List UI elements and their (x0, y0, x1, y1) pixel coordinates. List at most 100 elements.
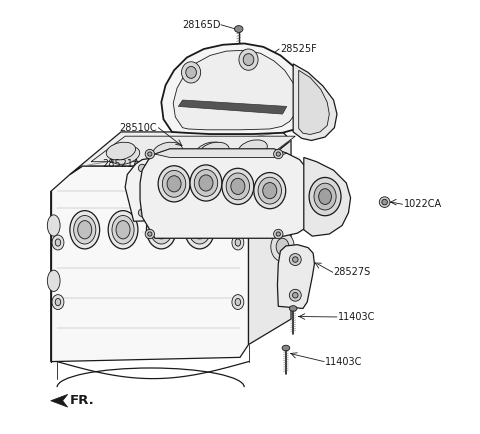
Ellipse shape (282, 345, 290, 351)
Polygon shape (304, 158, 350, 236)
Ellipse shape (289, 306, 297, 311)
Ellipse shape (112, 216, 134, 244)
Text: 28525F: 28525F (280, 44, 317, 54)
Ellipse shape (146, 210, 176, 249)
Ellipse shape (234, 209, 242, 217)
Ellipse shape (108, 210, 138, 249)
Ellipse shape (190, 165, 222, 201)
Ellipse shape (271, 232, 294, 262)
Ellipse shape (226, 173, 250, 200)
Text: 28527S: 28527S (334, 267, 371, 277)
Ellipse shape (234, 26, 243, 33)
Ellipse shape (235, 239, 240, 246)
Ellipse shape (239, 49, 258, 70)
Ellipse shape (314, 183, 336, 210)
Polygon shape (51, 395, 68, 407)
Polygon shape (140, 149, 319, 238)
Text: 28521A: 28521A (102, 159, 140, 169)
Ellipse shape (231, 178, 245, 194)
Polygon shape (70, 132, 291, 174)
Ellipse shape (292, 257, 298, 262)
Text: 1022CA: 1022CA (404, 199, 442, 209)
Ellipse shape (70, 210, 100, 249)
Ellipse shape (106, 142, 135, 160)
Ellipse shape (189, 216, 211, 244)
Ellipse shape (274, 229, 283, 239)
Ellipse shape (208, 182, 226, 197)
Ellipse shape (276, 152, 280, 156)
Ellipse shape (48, 270, 60, 292)
Ellipse shape (382, 199, 387, 205)
Polygon shape (277, 245, 314, 309)
Ellipse shape (199, 175, 213, 191)
Ellipse shape (148, 232, 152, 236)
Text: 11403C: 11403C (338, 312, 375, 322)
Text: 28165D: 28165D (182, 20, 221, 30)
Ellipse shape (52, 235, 64, 250)
Ellipse shape (292, 293, 298, 298)
Ellipse shape (153, 144, 182, 162)
Ellipse shape (196, 142, 225, 160)
Ellipse shape (200, 142, 229, 160)
Ellipse shape (276, 232, 280, 236)
Ellipse shape (234, 164, 242, 172)
Ellipse shape (263, 183, 277, 199)
Ellipse shape (162, 171, 186, 197)
Ellipse shape (192, 220, 206, 239)
Text: 11403C: 11403C (325, 357, 362, 367)
Polygon shape (179, 100, 287, 114)
Ellipse shape (145, 149, 155, 159)
Polygon shape (125, 158, 249, 221)
Ellipse shape (78, 220, 92, 239)
Polygon shape (91, 136, 295, 162)
Ellipse shape (143, 179, 171, 202)
Ellipse shape (150, 216, 172, 244)
Ellipse shape (153, 142, 182, 160)
Ellipse shape (110, 146, 140, 164)
Ellipse shape (148, 183, 166, 198)
Ellipse shape (254, 173, 286, 209)
Ellipse shape (319, 189, 332, 204)
Polygon shape (161, 43, 312, 134)
Ellipse shape (232, 295, 244, 309)
Ellipse shape (55, 239, 61, 246)
Polygon shape (51, 166, 249, 362)
Ellipse shape (289, 253, 301, 266)
Polygon shape (299, 70, 329, 135)
Ellipse shape (173, 178, 201, 201)
Ellipse shape (271, 172, 294, 202)
Ellipse shape (145, 229, 155, 239)
Ellipse shape (276, 238, 289, 255)
Text: 28510C: 28510C (120, 123, 157, 133)
Ellipse shape (138, 164, 146, 172)
Ellipse shape (194, 170, 217, 196)
Text: FR.: FR. (70, 394, 95, 407)
Polygon shape (155, 149, 287, 158)
Ellipse shape (258, 177, 281, 204)
Ellipse shape (116, 220, 130, 239)
Ellipse shape (158, 166, 190, 202)
Ellipse shape (185, 210, 215, 249)
Ellipse shape (243, 54, 254, 66)
Ellipse shape (222, 168, 254, 204)
Ellipse shape (274, 149, 283, 159)
Polygon shape (173, 50, 299, 130)
Ellipse shape (203, 178, 230, 201)
Ellipse shape (181, 62, 201, 83)
Ellipse shape (232, 235, 244, 250)
Ellipse shape (235, 299, 240, 306)
Polygon shape (249, 141, 291, 345)
Ellipse shape (276, 179, 289, 196)
Ellipse shape (55, 299, 61, 306)
Ellipse shape (186, 66, 196, 79)
Ellipse shape (148, 152, 152, 156)
Polygon shape (293, 64, 337, 141)
Ellipse shape (178, 182, 196, 197)
Ellipse shape (52, 295, 64, 309)
Ellipse shape (138, 209, 146, 217)
Ellipse shape (154, 220, 168, 239)
Ellipse shape (167, 176, 181, 192)
Ellipse shape (289, 289, 301, 301)
Ellipse shape (379, 197, 390, 207)
Ellipse shape (74, 216, 96, 244)
